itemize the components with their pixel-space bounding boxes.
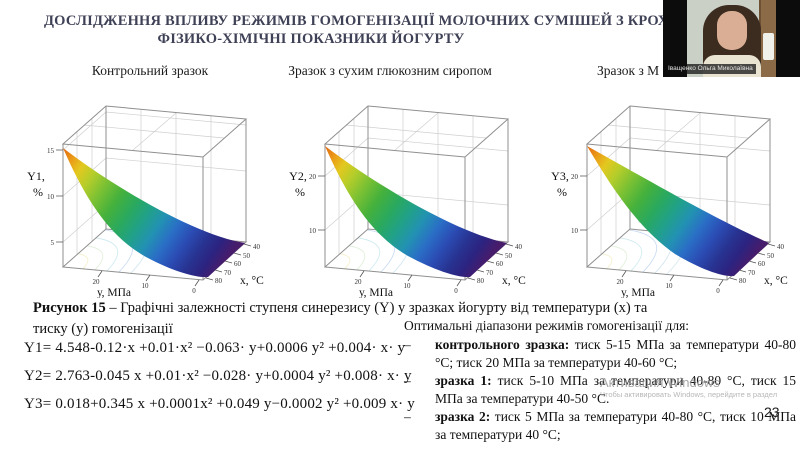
list-item-text: тиск 5 МПа за температури 40-80 °С, тиск… [435, 409, 796, 443]
axis-tick: 0 [716, 287, 720, 295]
slide-title-line2: ФІЗИКО-ХІМІЧНІ ПОКАЗНИКИ ЙОГУРТУ [157, 31, 465, 47]
bullet-marker: – [404, 337, 411, 353]
axis-tick: 80 [739, 277, 747, 285]
z-axis-label-units: % [33, 185, 43, 199]
background-object [763, 33, 774, 60]
equation-y1: Y1= 4.548-0.12·x +0.01·x² −0.063· y+0.00… [24, 340, 406, 356]
y-axis-ticks [359, 270, 462, 287]
axis-tick: 70 [486, 269, 494, 277]
box-wireframe [323, 105, 510, 281]
figure-caption-line2: тиску (у) гомогенізації [33, 321, 173, 338]
y-axis-label: у, МПа [621, 287, 655, 298]
axis-tick: 50 [243, 252, 251, 260]
list-item: – зразка 2: тиск 5 МПа за температури 40… [404, 408, 796, 444]
axis-tick: 20 [309, 173, 317, 181]
plot2-title: Зразок з сухим глюкозним сиропом [288, 63, 492, 78]
y-axis-label: у, МПа [97, 287, 131, 298]
webcam-window[interactable]: Іващенко Ольга Миколаївна [663, 0, 800, 77]
axis-tick: 10 [571, 227, 579, 235]
axis-tick: 10 [142, 282, 150, 290]
slide-title-line1: ДОСЛІДЖЕННЯ ВПЛИВУ РЕЖИМІВ ГОМОГЕНІЗАЦІЇ… [44, 13, 756, 29]
y-axis-label: у, МПа [359, 287, 393, 298]
z-axis-label: Y3, [551, 169, 569, 183]
optimal-regimes-block: Оптимальні діапазони режимів гомогенізац… [404, 317, 796, 445]
x-axis-ticks [729, 243, 776, 281]
optimal-heading: Оптимальні діапазони режимів гомогенізац… [404, 318, 690, 333]
axis-tick: 60 [758, 260, 766, 268]
figure-caption: Рисунок 15 – Графічні залежності ступеня… [33, 298, 773, 340]
person-avatar-face [716, 11, 747, 50]
surface-plot-2: 20 10 20 10 0 40 50 60 70 80 Y2, % x, °С… [289, 105, 526, 298]
axis-tick: 10 [404, 282, 412, 290]
surface-plot-3: 20 10 20 10 0 40 50 60 70 80 Y3, % x, °С… [551, 105, 788, 298]
box-wireframe [585, 105, 772, 281]
axis-tick: 40 [515, 243, 523, 251]
figure-caption-label: Рисунок 15 [33, 300, 106, 316]
response-surface [325, 146, 507, 278]
surface-plot-1: 15 10 5 20 10 0 40 50 60 70 80 Y1, % x, … [27, 105, 264, 298]
z-axis-ticks [580, 175, 587, 231]
axis-tick: 20 [355, 278, 363, 286]
axis-tick: 20 [571, 173, 579, 181]
axis-tick: 15 [47, 147, 55, 155]
x-axis-ticks [467, 243, 514, 281]
axis-tick: 40 [777, 243, 785, 251]
axis-tick: 80 [477, 277, 485, 285]
x-axis-label: x, °С [764, 275, 788, 287]
axis-tick: 80 [215, 277, 223, 285]
equation-y2: Y2= 2.763-0.045 x +0.01·x² −0.028· y+0.0… [24, 368, 412, 384]
z-axis-label: Y2, [289, 169, 307, 183]
y-axis-ticks [621, 270, 724, 287]
z-axis-label: Y1, [27, 169, 45, 183]
list-item-lead: контрольного зразка: [435, 337, 570, 353]
page-number: 23 [764, 404, 780, 420]
axis-tick: 5 [51, 239, 55, 247]
list-item-lead: зразка 2: [435, 409, 491, 425]
axis-tick: 20 [617, 278, 625, 286]
y-axis-ticks [97, 270, 200, 287]
response-surface [63, 148, 245, 278]
x-axis-label: x, °С [502, 275, 526, 287]
axis-tick: 50 [767, 252, 775, 260]
plot1-title: Контрольний зразок [91, 63, 209, 78]
axis-tick: 60 [496, 260, 504, 268]
response-surface [587, 146, 769, 277]
z-axis-label-units: % [557, 185, 567, 199]
x-axis-label: x, °С [240, 275, 264, 287]
plot3-title: Зразок з М [597, 63, 660, 78]
axis-tick: 10 [309, 227, 317, 235]
equations-block: Y1= 4.548-0.12·x +0.01·x² −0.063· y+0.00… [24, 340, 415, 424]
box-wireframe [61, 105, 248, 281]
z-axis-label-units: % [295, 185, 305, 199]
z-axis-ticks [56, 149, 63, 243]
axis-tick: 10 [47, 193, 55, 201]
plots-row: 15 10 5 20 10 0 40 50 60 70 80 Y1, % x, … [6, 84, 792, 298]
z-axis-ticks [318, 175, 325, 231]
axis-tick: 50 [505, 252, 513, 260]
axis-tick: 10 [666, 282, 674, 290]
axis-tick: 70 [224, 269, 232, 277]
axis-tick: 70 [748, 269, 756, 277]
list-item: – зразка 1: тиск 5-10 МПа за температури… [404, 372, 796, 408]
bullet-marker: – [404, 373, 411, 389]
figure-caption-text: – Графічні залежності ступеня синерезису… [105, 300, 648, 316]
equation-y3: Y3= 0.018+0.345 x +0.0001x² +0.049 y−0.0… [24, 396, 415, 412]
webcam-name-label: Іващенко Ольга Миколаївна [665, 63, 756, 74]
grid-lines [62, 109, 247, 254]
axis-tick: 60 [234, 260, 242, 268]
list-item-lead: зразка 1: [435, 373, 492, 389]
x-axis-ticks [205, 243, 252, 281]
axis-tick: 0 [192, 287, 196, 295]
list-item-text: тиск 5-15 МПа за температури 40-80 °С; т… [435, 337, 796, 371]
list-item: – контрольного зразка: тиск 5-15 МПа за … [404, 336, 796, 372]
bullet-marker: – [404, 409, 411, 425]
axis-tick: 0 [454, 287, 458, 295]
axis-tick: 40 [253, 243, 261, 251]
list-item-text: тиск 5-10 МПа за температури 40-80 °С, т… [435, 373, 796, 407]
axis-tick: 20 [93, 278, 101, 286]
